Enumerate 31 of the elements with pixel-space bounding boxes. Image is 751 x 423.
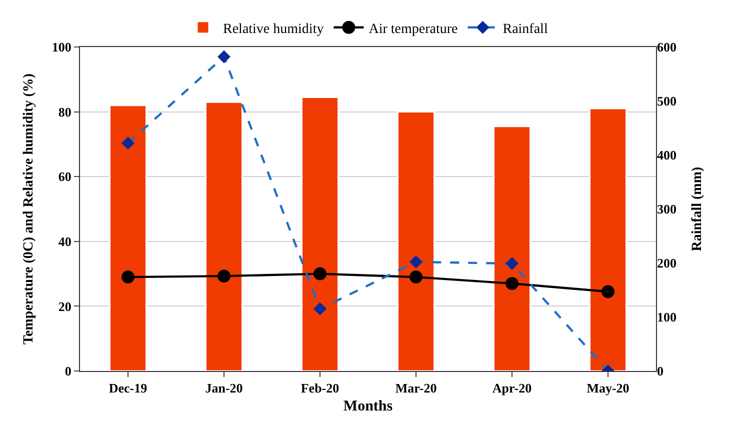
x-tick-label: Jan-20 (205, 380, 243, 396)
legend-label: Relative humidity (223, 22, 324, 37)
y-axis-title: Temperature (0C) and Relative humidity (%) (22, 73, 36, 345)
y-tick-label: 0 (64, 364, 72, 379)
y2-tick-label: 100 (657, 310, 676, 325)
point (410, 270, 422, 284)
y2-tick-label: 300 (657, 202, 676, 217)
y2-tick-label: 500 (657, 94, 676, 109)
point (314, 267, 326, 280)
point (122, 270, 134, 284)
legend-label: Rainfall (502, 22, 548, 37)
y-tick-label: 60 (58, 169, 72, 184)
x-axis-title: Months (343, 398, 393, 415)
x-tick-label: Apr-20 (492, 380, 532, 396)
y-tick-label: 20 (58, 298, 72, 314)
y2-axis-title: Rainfall (mm) (690, 166, 705, 252)
y2-tick-label: 400 (657, 148, 676, 163)
y2-tick-label: 0 (657, 364, 664, 379)
point (602, 285, 614, 298)
x-tick-label: Mar-20 (395, 380, 437, 396)
x-tick-label: May-20 (586, 380, 630, 396)
point (506, 277, 518, 290)
y2-tick-label: 200 (657, 256, 676, 271)
y2-tick-label: 600 (657, 40, 676, 55)
point (218, 270, 230, 283)
y-tick-label: 40 (58, 234, 72, 249)
x-tick-label: Feb-20 (300, 380, 340, 396)
y-tick-label: 100 (52, 40, 72, 55)
legend-label: Air temperature (368, 22, 458, 37)
y-tick-label: 80 (58, 104, 72, 120)
x-tick-label: Dec-19 (108, 380, 148, 396)
